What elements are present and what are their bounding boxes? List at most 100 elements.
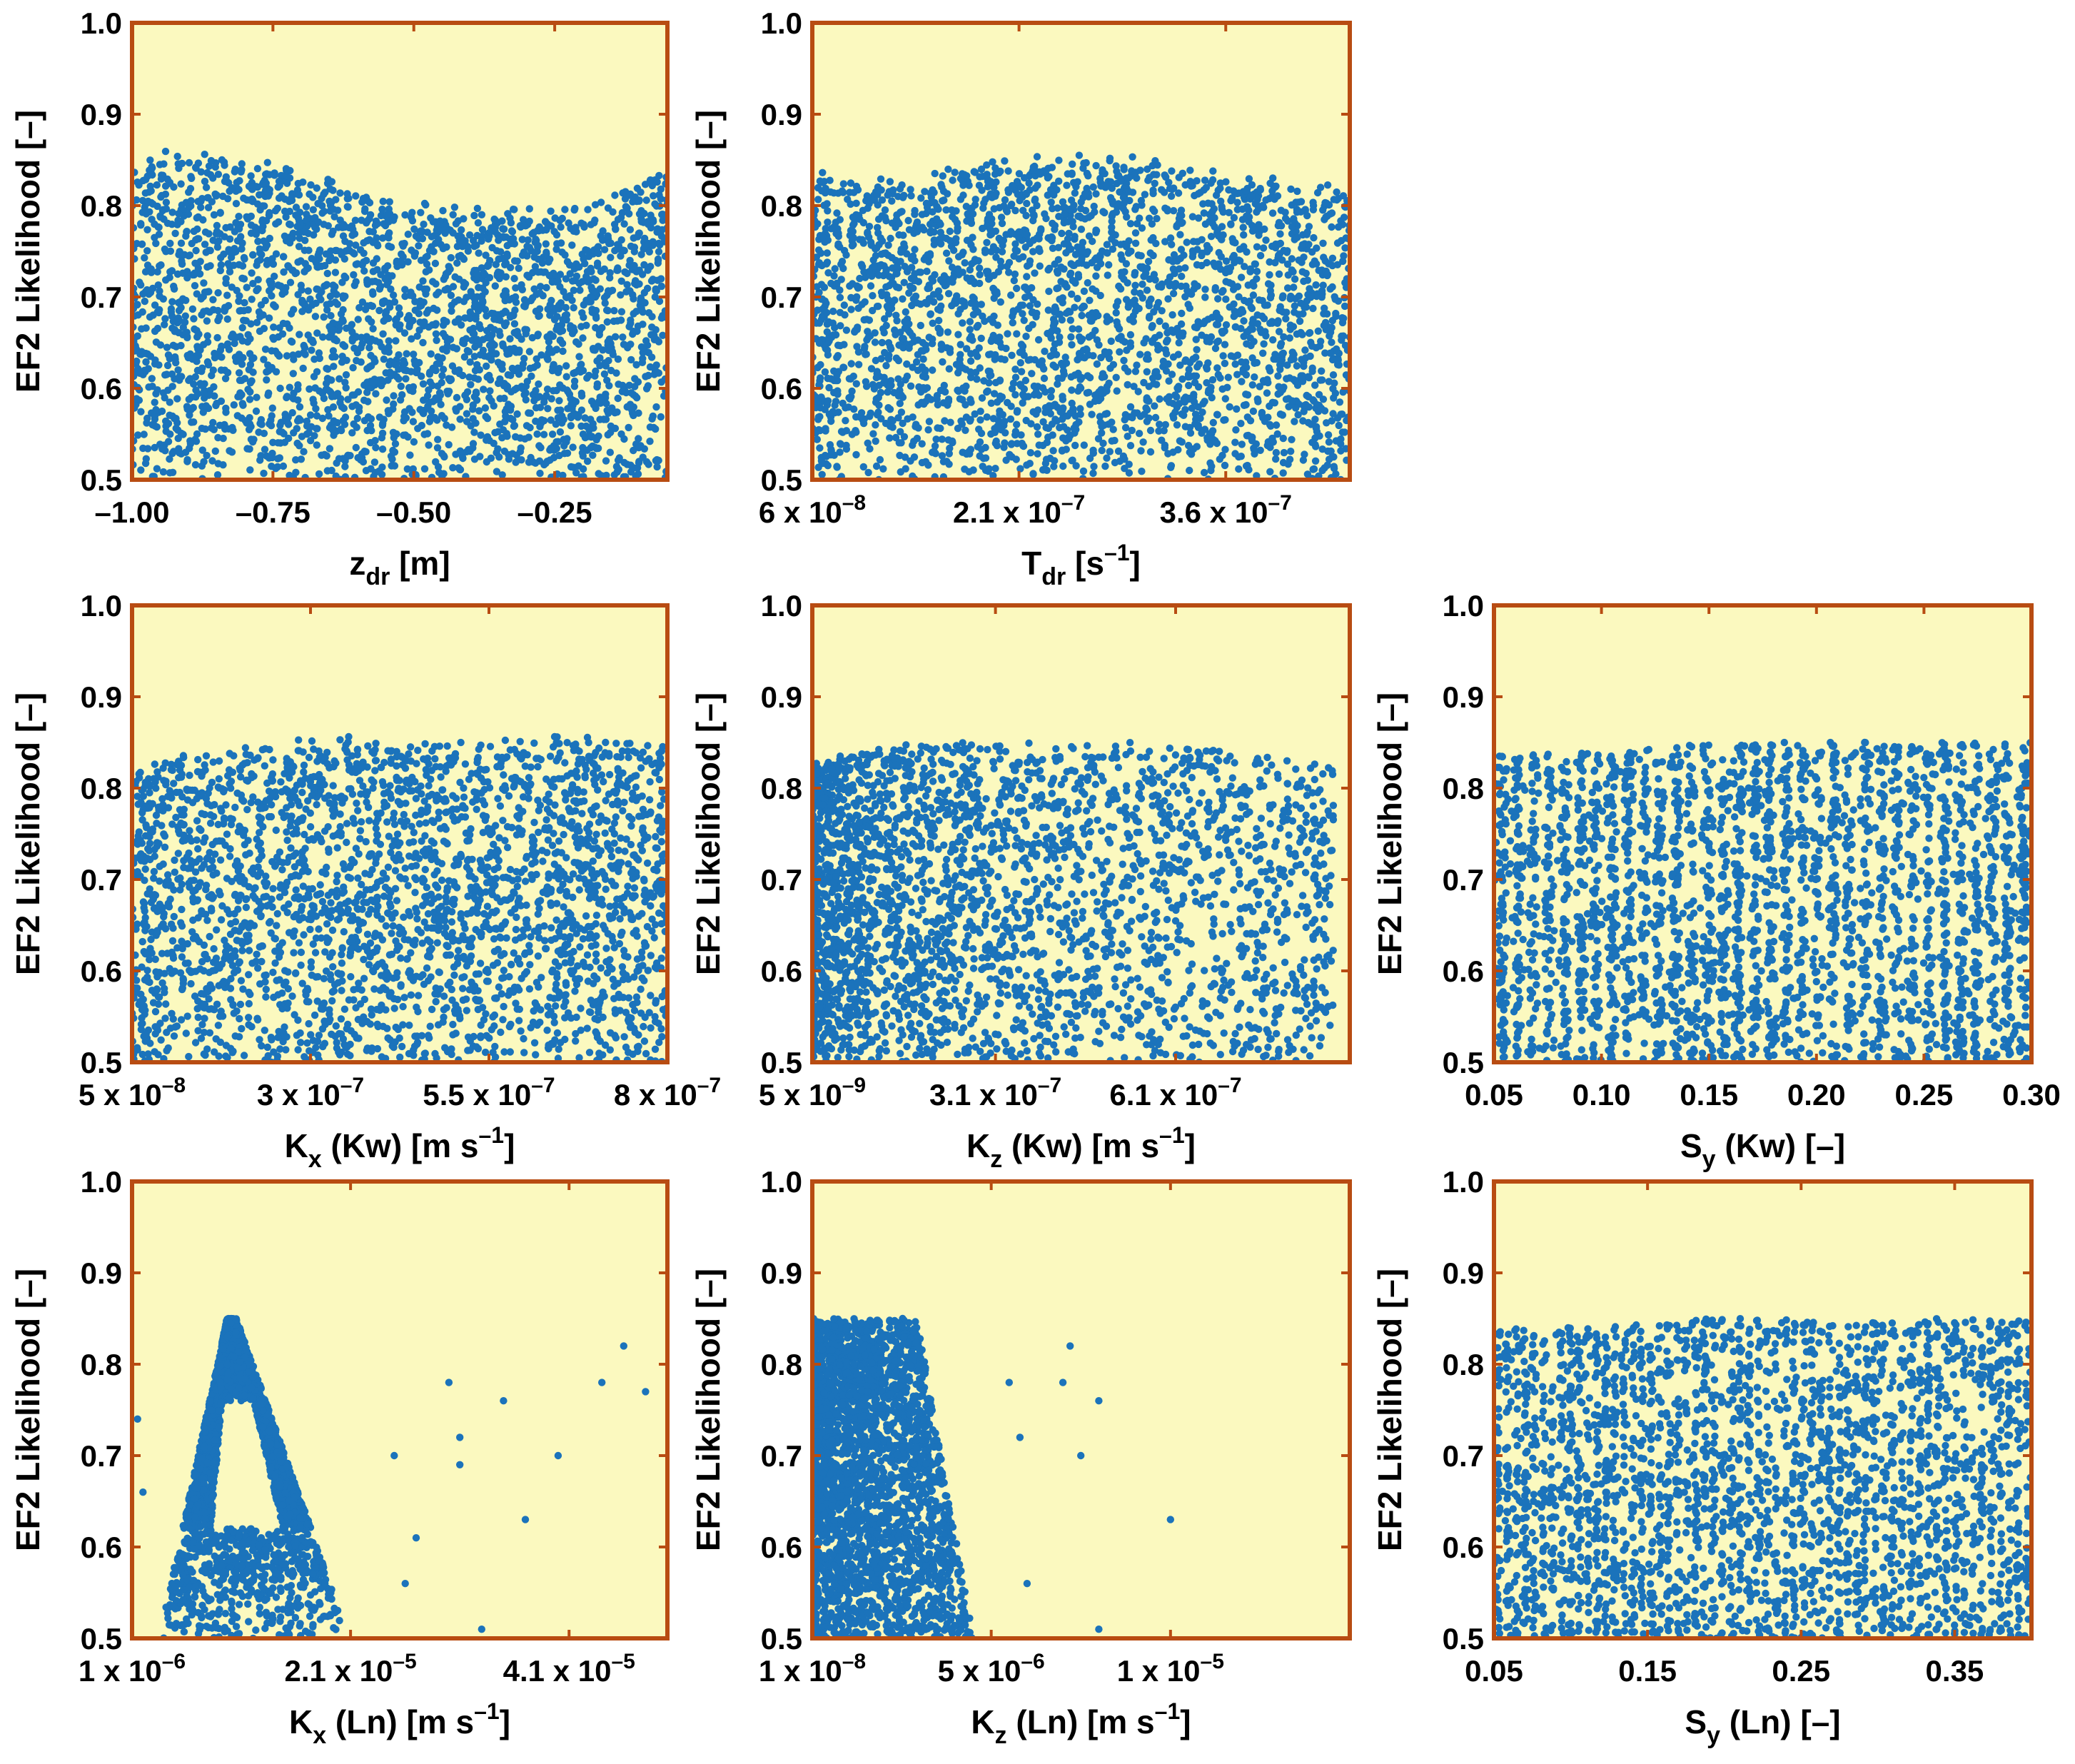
scatter-point <box>277 418 285 426</box>
scatter-point <box>364 398 372 405</box>
scatter-point <box>1114 298 1122 306</box>
scatter-point <box>572 469 580 477</box>
scatter-point <box>353 423 360 431</box>
scatter-point <box>248 355 256 363</box>
scatter-point <box>894 414 902 422</box>
scatter-point <box>323 306 331 314</box>
scatter-point <box>315 470 323 478</box>
scatter-point <box>637 251 645 258</box>
scatter-point <box>531 248 539 256</box>
scatter-point <box>1329 371 1338 379</box>
scatter-point <box>1278 293 1287 302</box>
scatter-point <box>1206 338 1214 346</box>
scatter-point <box>1103 454 1111 462</box>
scatter-point <box>1271 243 1280 252</box>
scatter-point <box>420 410 428 418</box>
scatter-point <box>1222 321 1231 329</box>
scatter-point <box>831 265 839 273</box>
scatter-point <box>1165 377 1173 385</box>
scatter-point <box>210 383 218 391</box>
scatter-point <box>152 338 161 346</box>
scatter-point <box>287 337 296 346</box>
scatter-point <box>411 298 419 306</box>
scatter-point <box>333 301 341 308</box>
scatter-point <box>966 326 974 333</box>
scatter-point <box>985 465 993 473</box>
y-tick-label: 0.5 <box>81 463 122 497</box>
scatter-point <box>550 228 558 236</box>
scatter-point <box>976 364 984 372</box>
scatter-point <box>620 220 628 228</box>
scatter-point <box>350 250 358 258</box>
scatter-point <box>277 282 285 290</box>
scatter-point <box>1115 282 1123 291</box>
scatter-point <box>235 225 243 233</box>
plot-frame <box>130 21 670 482</box>
scatter-point <box>1092 287 1100 295</box>
scatter-point <box>1049 219 1056 228</box>
scatter-point <box>469 415 477 423</box>
scatter-point <box>438 354 446 362</box>
scatter-point <box>1239 223 1247 231</box>
scatter-point <box>494 268 503 276</box>
scatter-point <box>1046 454 1054 463</box>
scatter-point <box>445 388 453 395</box>
scatter-point <box>655 171 663 180</box>
scatter-point <box>959 319 966 327</box>
x-tick-label: –0.75 <box>236 495 311 529</box>
scatter-point <box>469 236 478 245</box>
scatter-point <box>502 273 510 281</box>
scatter-point <box>971 196 979 203</box>
scatter-point <box>1238 358 1246 366</box>
scatter-point <box>604 232 612 240</box>
scatter-point <box>183 405 191 413</box>
scatter-point <box>604 204 612 212</box>
scatter-point <box>1176 361 1184 369</box>
scatter-point <box>318 202 326 210</box>
scatter-point <box>427 350 435 358</box>
y-tick-label: 0.6 <box>81 372 122 405</box>
scatter-point <box>1207 233 1216 241</box>
scatter-point <box>1330 394 1338 402</box>
scatter-point <box>170 282 178 291</box>
scatter-point <box>455 276 463 283</box>
scatter-point <box>464 243 472 251</box>
scatter-point <box>371 221 380 229</box>
scatter-point <box>368 288 377 296</box>
scatter-point <box>138 240 146 248</box>
scatter-point <box>932 435 940 443</box>
scatter-point <box>864 439 872 447</box>
scatter-point <box>176 248 183 256</box>
scatter-point <box>221 306 228 313</box>
scatter-point <box>415 283 423 291</box>
scatter-point <box>1260 315 1268 323</box>
scatter-point <box>141 189 149 197</box>
scatter-point <box>281 232 289 240</box>
scatter-point <box>815 319 824 327</box>
scatter-point <box>496 395 504 403</box>
scatter-point <box>944 165 952 173</box>
scatter-point <box>1120 356 1128 365</box>
scatter-point <box>479 346 488 354</box>
scatter-point <box>593 248 602 256</box>
scatter-point <box>183 455 191 464</box>
scatter-point <box>1063 283 1071 291</box>
scatter-point <box>378 205 386 213</box>
scatter-point <box>247 172 255 180</box>
scatter-point <box>562 275 570 283</box>
scatter-point <box>286 383 293 391</box>
scatter-point <box>976 452 984 460</box>
scatter-point <box>584 206 592 213</box>
scatter-point <box>475 407 483 415</box>
scatter-point <box>353 357 360 365</box>
scatter-point <box>516 448 525 455</box>
scatter-point <box>439 330 448 338</box>
scatter-point <box>626 190 635 198</box>
scatter-point <box>409 418 418 425</box>
scatter-point <box>441 226 449 235</box>
scatter-point <box>1237 420 1245 428</box>
scatter-point <box>900 433 909 440</box>
scatter-point <box>944 328 952 336</box>
scatter-point <box>633 394 641 402</box>
scatter-point <box>249 251 257 259</box>
